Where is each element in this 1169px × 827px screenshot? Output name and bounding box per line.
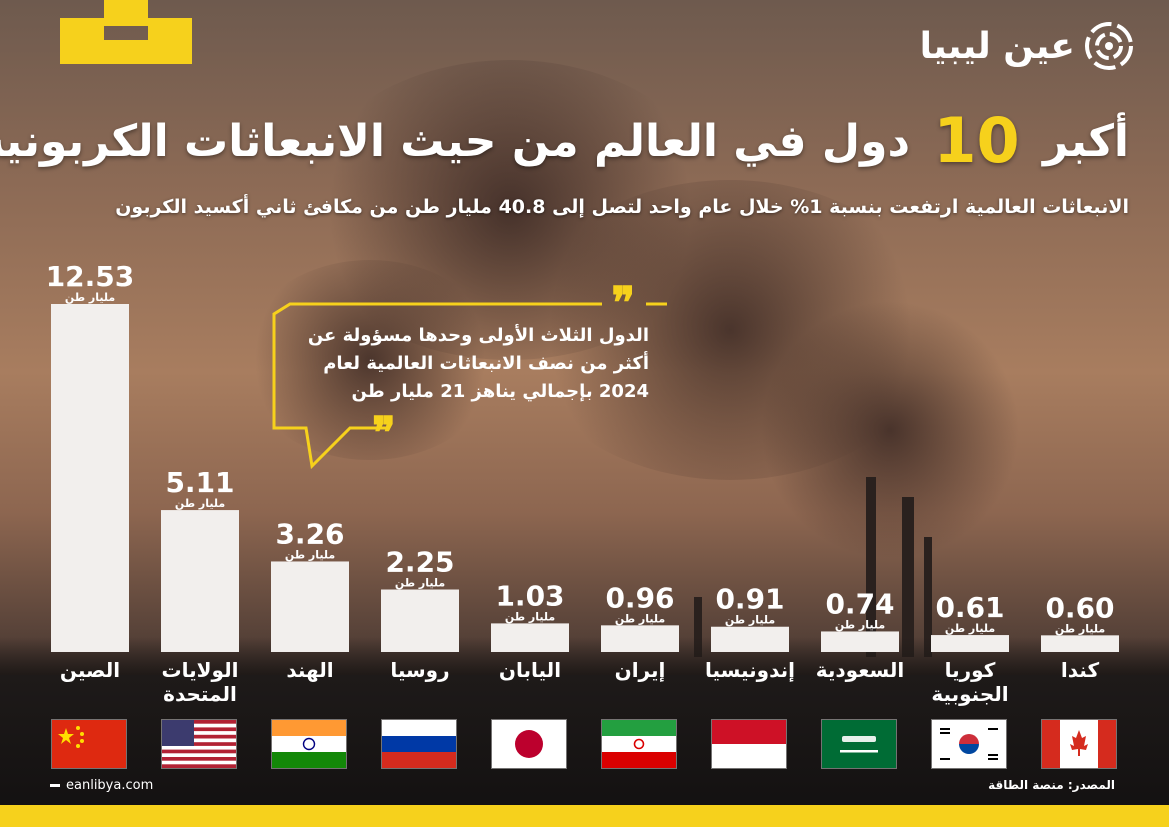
brand-name: عين ليبيا xyxy=(919,25,1075,67)
india-flag-icon xyxy=(272,720,346,768)
title-number: 10 xyxy=(933,104,1020,177)
data-label: 12.53 xyxy=(46,260,135,293)
chimney xyxy=(866,477,876,657)
data-label: 1.03 xyxy=(495,579,564,612)
iran-flag-icon xyxy=(602,720,676,768)
bar xyxy=(601,625,679,652)
unit-label: مليار طن xyxy=(725,614,775,627)
bar xyxy=(821,631,899,652)
category-label: الهند xyxy=(286,658,334,682)
callout-line: الدول الثلاث الأولى وحدها مسؤولة عن xyxy=(307,325,649,346)
russia-flag-icon xyxy=(382,720,456,768)
japan-flag-icon xyxy=(492,720,566,768)
bar xyxy=(491,623,569,652)
data-label: 5.11 xyxy=(165,466,234,499)
smoke-plume xyxy=(760,300,1020,560)
page-subtitle: الانبعاثات العالمية ارتفعت بنسبة 1% خلال… xyxy=(115,196,1129,218)
data-label: 0.61 xyxy=(935,591,1004,624)
category-label: كوريا الجنوبية xyxy=(931,658,1009,706)
saudi-flag-icon xyxy=(822,720,896,768)
bar xyxy=(381,589,459,652)
page-title: أكبر 10 دول في العالم من حيث الانبعاثات … xyxy=(0,104,1129,177)
chimney xyxy=(902,497,914,657)
canada-flag-icon xyxy=(1042,720,1116,768)
unit-label: مليار طن xyxy=(285,548,335,561)
category-label: إندونيسيا xyxy=(704,658,796,682)
title-after: دول في العالم من حيث الانبعاثات الكربوني… xyxy=(0,116,911,167)
category-label: إيران xyxy=(614,658,666,682)
usa-flag-icon xyxy=(162,720,236,768)
unit-label: مليار طن xyxy=(615,612,665,625)
bar xyxy=(711,626,789,652)
unit-label: مليار طن xyxy=(1055,622,1105,635)
bar xyxy=(271,561,349,652)
category-label: الصين xyxy=(59,658,121,682)
category-label: اليابان xyxy=(498,658,562,682)
site-url[interactable]: eanlibya.com xyxy=(50,778,153,793)
data-label: 3.26 xyxy=(275,517,344,550)
unit-label: مليار طن xyxy=(945,622,995,635)
bar xyxy=(161,510,239,652)
callout-line: أكثر من نصف الانبعاثات العالمية لعام xyxy=(323,353,649,374)
callout-line: 2024 بإجمالي يناهز 21 مليار طن xyxy=(351,381,649,402)
callout-text: الدول الثلاث الأولى وحدها مسؤولة عن أكثر… xyxy=(279,322,649,406)
brand-logo: عين ليبيا xyxy=(920,20,1135,72)
bar xyxy=(51,304,129,652)
unit-label: مليار طن xyxy=(505,610,555,623)
chimney xyxy=(694,597,702,657)
data-label: 0.96 xyxy=(605,581,674,614)
bottom-accent-bar xyxy=(0,805,1169,827)
quote-close-icon: ❞ xyxy=(372,408,396,459)
chimney xyxy=(924,537,932,657)
quote-open-icon: ❞ xyxy=(611,278,635,329)
unit-label: مليار طن xyxy=(395,577,445,590)
bar xyxy=(1041,635,1119,652)
category-label: الولايات المتحدة xyxy=(161,658,239,706)
category-label: كندا xyxy=(1060,658,1100,682)
eye-logo-icon xyxy=(1085,22,1133,70)
indonesia-flag-icon xyxy=(712,720,786,768)
callout-frame xyxy=(272,302,667,470)
south-korea-flag-icon xyxy=(932,720,1006,768)
callout-box: ❞ ❞ الدول الثلاث الأولى وحدها مسؤولة عن … xyxy=(272,278,667,470)
unit-label: مليار طن xyxy=(175,497,225,510)
title-before: أكبر xyxy=(1042,116,1129,167)
unit-label: مليار طن xyxy=(835,618,885,631)
source-note: المصدر: منصة الطاقة xyxy=(988,778,1115,792)
data-label: 0.60 xyxy=(1045,591,1114,624)
unit-label: مليار طن xyxy=(65,291,115,304)
category-label: روسيا xyxy=(390,658,450,682)
china-flag-icon xyxy=(52,720,126,768)
category-label: السعودية xyxy=(815,658,905,682)
data-label: 0.91 xyxy=(715,583,784,616)
bar xyxy=(931,635,1009,652)
data-label: 0.74 xyxy=(825,587,894,620)
data-label: 2.25 xyxy=(385,546,454,579)
